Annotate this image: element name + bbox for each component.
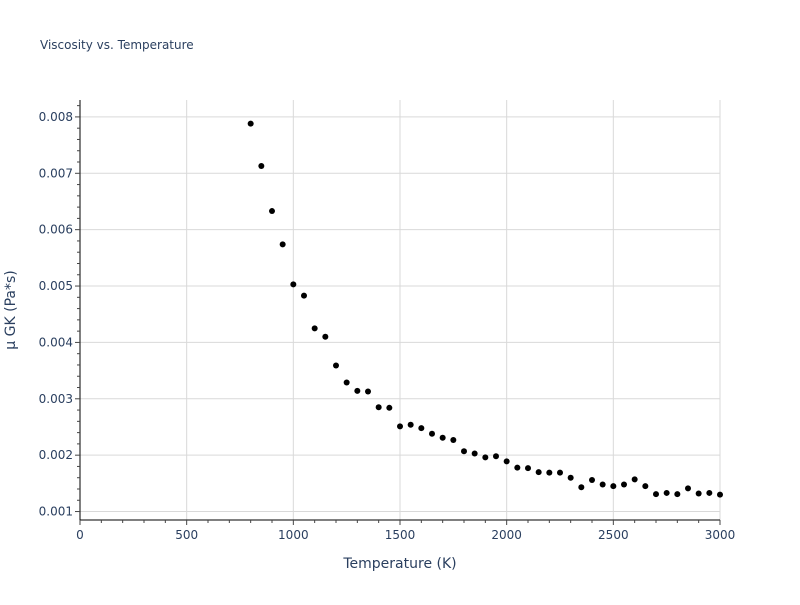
data-point — [418, 425, 425, 432]
data-point — [653, 491, 659, 498]
x-axis-title: Temperature (K) — [342, 556, 456, 572]
data-point — [717, 491, 723, 498]
data-point — [461, 448, 467, 455]
data-point — [674, 491, 681, 498]
data-point — [578, 484, 585, 491]
data-point — [642, 483, 649, 490]
data-point — [621, 481, 627, 488]
data-point — [439, 434, 446, 441]
y-tick-label: 0.007 — [39, 166, 73, 180]
data-point — [429, 430, 435, 437]
data-point — [695, 490, 702, 497]
data-point — [343, 379, 350, 386]
data-point — [557, 469, 563, 476]
y-tick-label: 0.002 — [39, 448, 73, 462]
data-point — [407, 421, 414, 428]
data-point — [397, 423, 403, 430]
x-tick-label: 2000 — [491, 528, 522, 542]
data-point — [247, 120, 254, 127]
data-point — [279, 241, 286, 248]
data-point — [311, 325, 318, 332]
data-point — [546, 469, 553, 476]
data-point — [599, 481, 606, 488]
data-point — [567, 474, 574, 481]
data-point — [258, 162, 265, 169]
data-point — [471, 450, 478, 457]
y-tick-label: 0.005 — [39, 279, 73, 293]
x-tick-label: 500 — [175, 528, 198, 542]
data-point — [482, 454, 489, 461]
y-tick-label: 0.004 — [39, 335, 73, 349]
x-tick-label: 1500 — [385, 528, 416, 542]
data-point — [333, 362, 339, 369]
x-tick-label: 3000 — [705, 528, 736, 542]
data-point — [503, 458, 510, 465]
data-point — [589, 476, 595, 483]
y-tick-label: 0.008 — [39, 110, 73, 124]
data-point — [322, 333, 329, 340]
y-tick-label: 0.003 — [39, 392, 73, 406]
data-point — [706, 489, 713, 496]
data-point — [525, 465, 531, 472]
data-point — [610, 483, 617, 490]
data-point — [386, 404, 393, 411]
data-point — [685, 485, 691, 492]
data-point — [535, 469, 542, 476]
data-point — [450, 436, 457, 443]
data-point — [631, 476, 638, 483]
y-axis-title: μ GK (Pa*s) — [3, 270, 19, 349]
data-point — [365, 388, 371, 395]
x-tick-label: 2500 — [598, 528, 629, 542]
data-point — [301, 292, 307, 299]
x-tick-label: 1000 — [278, 528, 309, 542]
y-tick-label: 0.001 — [39, 505, 73, 519]
data-point — [493, 453, 499, 460]
data-point — [375, 404, 382, 411]
y-tick-label: 0.006 — [39, 223, 73, 237]
x-tick-label: 0 — [76, 528, 84, 542]
data-point — [663, 489, 670, 496]
data-point — [269, 208, 275, 215]
data-point — [514, 464, 521, 471]
data-point — [290, 281, 297, 288]
data-point — [354, 387, 361, 394]
chart-title: Viscosity vs. Temperature — [40, 38, 194, 52]
